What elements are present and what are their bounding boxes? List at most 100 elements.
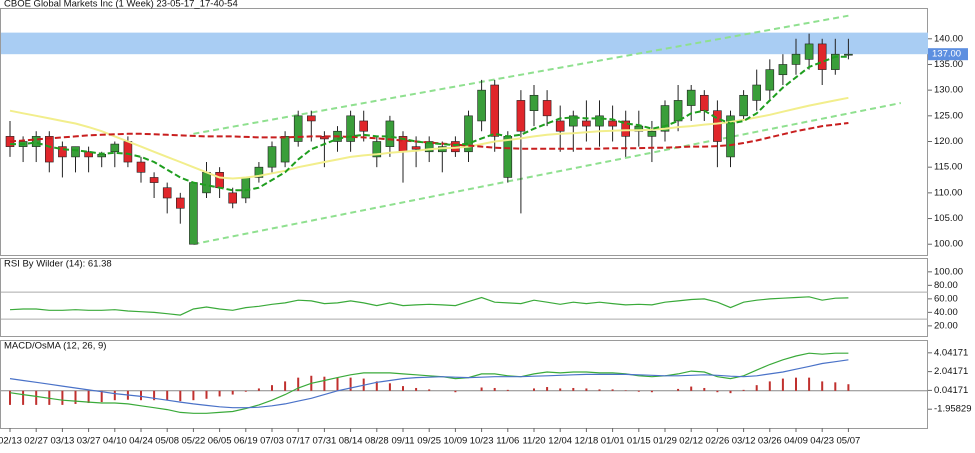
candle-body	[713, 110, 722, 142]
candle-body	[726, 115, 735, 158]
osma-bar	[755, 385, 758, 391]
osma-bar	[506, 389, 509, 391]
candle-body	[621, 120, 631, 137]
osma-bar	[22, 390, 25, 405]
rsi-panel	[0, 258, 928, 337]
osma-bar	[611, 389, 614, 391]
x-tick-label: 03/12	[732, 436, 756, 447]
candle-body	[516, 100, 526, 132]
y-tick-label: 110.00	[934, 187, 962, 198]
candle-body	[71, 146, 80, 158]
candle-body	[320, 136, 329, 140]
osma-bar	[284, 381, 287, 391]
x-tick-label: 02/13	[0, 436, 22, 447]
osma-bar	[140, 390, 142, 401]
x-tick-label: 04/23	[810, 436, 834, 447]
candle-body	[529, 94, 539, 111]
candle-body	[542, 100, 552, 117]
x-tick-label: 07/31	[313, 436, 337, 447]
candle-body	[752, 84, 762, 101]
candle-body	[555, 120, 565, 132]
chart-title: CBOE Global Markets Inc (1 Week) 23-05-1…	[4, 0, 238, 10]
osma-bar	[690, 386, 693, 391]
osma-bar	[35, 390, 38, 405]
macd-panel	[0, 340, 928, 429]
osma-bar	[454, 390, 457, 393]
candle-body	[778, 64, 788, 76]
y-tick-label: 125.00	[934, 110, 963, 121]
x-tick-label: 10/23	[470, 436, 494, 447]
candle-body	[595, 115, 604, 127]
candle-body	[660, 105, 670, 132]
candle-body	[372, 141, 382, 158]
macd-title: MACD/OsMA (12, 26, 9)	[4, 341, 106, 352]
y-tick-label: 40.00	[934, 307, 958, 318]
candle-body	[686, 89, 696, 106]
osma-bar	[336, 377, 339, 391]
y-tick-label: 130.00	[934, 85, 963, 96]
x-tick-label: 01/29	[653, 436, 677, 447]
x-tick-label: 11/20	[522, 436, 545, 447]
x-tick-label: 07/17	[286, 436, 310, 447]
candle-body	[699, 94, 709, 111]
osma-bar	[179, 390, 182, 402]
price-panel	[0, 8, 928, 256]
y-tick-label: 115.00	[934, 162, 962, 173]
x-tick-label: 02/27	[24, 436, 48, 447]
osma-bar	[192, 390, 195, 401]
osma-bar	[637, 390, 640, 392]
candle-body	[228, 192, 237, 204]
osma-bar	[428, 389, 431, 391]
osma-bar	[349, 377, 352, 391]
osma-bar	[415, 387, 418, 391]
x-tick-label: 05/22	[182, 436, 206, 447]
osma-bar	[205, 390, 208, 399]
candle-body	[44, 136, 54, 163]
candle-body	[136, 161, 146, 173]
candle-body	[647, 130, 657, 137]
osma-bar	[742, 389, 745, 391]
candle-body	[477, 89, 486, 122]
x-tick-label: 04/24	[129, 436, 153, 447]
osma-bar	[559, 388, 562, 391]
osma-bar	[598, 389, 601, 391]
candle-body	[844, 53, 853, 56]
osma-bar	[847, 384, 850, 391]
candle-body	[254, 166, 264, 178]
y-tick-label: 2.04171	[934, 366, 968, 377]
candle-body	[280, 136, 290, 163]
x-tick-label: 04/10	[103, 436, 127, 447]
osma-bar	[166, 390, 169, 401]
y-tick-label: 135.00	[934, 59, 963, 70]
osma-bar	[388, 383, 391, 391]
candle-body	[673, 100, 683, 122]
trend-channel	[193, 102, 901, 246]
x-tick-label: 03/26	[758, 436, 782, 447]
last-price-label: 137.00	[932, 49, 961, 60]
osma-bar	[795, 377, 797, 391]
macd-line	[9, 352, 849, 414]
osma-bar	[257, 388, 260, 391]
candle-body	[267, 146, 277, 168]
x-tick-label: 11/06	[496, 436, 519, 447]
candle-body	[293, 115, 303, 142]
y-tick-label: 100.00	[934, 266, 963, 277]
y-tick-label: 120.00	[934, 136, 963, 147]
candle-body	[817, 43, 827, 70]
x-tick-label: 05/07	[837, 436, 861, 447]
osma-bar	[375, 381, 378, 391]
x-tick-label: 10/09	[444, 436, 468, 447]
y-tick-label: 0.04171	[934, 385, 968, 396]
candle-body	[490, 84, 500, 137]
rsi-title: RSI By Wilder (14): 61.38	[4, 259, 112, 270]
osma-bar	[74, 390, 77, 404]
y-tick-label: 105.00	[934, 213, 963, 224]
osma-bar	[87, 390, 90, 404]
candle-body	[568, 115, 578, 127]
candle-body	[162, 187, 172, 199]
y-tick-label: 140.00	[934, 33, 963, 44]
osma-bar	[821, 381, 824, 391]
candle-body	[791, 53, 801, 65]
candle-body	[411, 146, 421, 150]
osma-bar	[546, 387, 549, 391]
